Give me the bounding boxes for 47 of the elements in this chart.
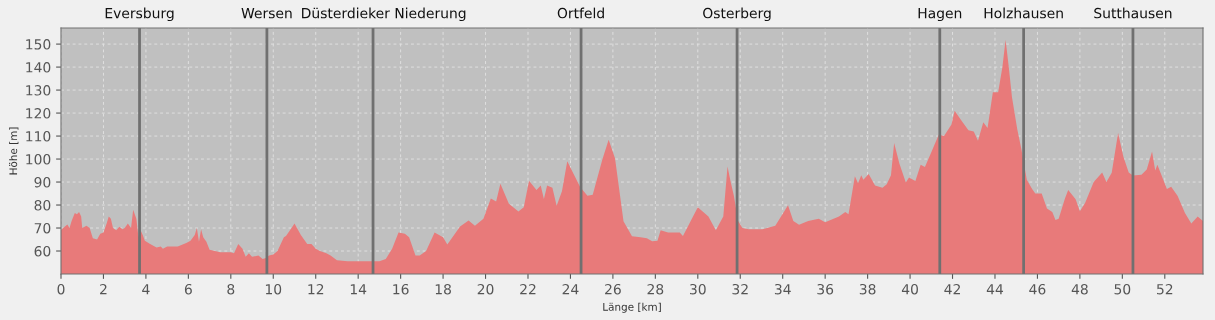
ref-line-label: Eversburg xyxy=(105,7,174,22)
y-tick-label: 90 xyxy=(34,177,51,188)
x-tick-label: 8 xyxy=(227,283,235,295)
x-tick-label: 32 xyxy=(732,283,748,295)
y-tick-label: 110 xyxy=(26,131,51,142)
x-tick-label: 42 xyxy=(944,283,960,295)
x-tick-label: 20 xyxy=(477,283,494,295)
x-tick-label: 48 xyxy=(1071,283,1088,295)
x-tick-label: 16 xyxy=(393,283,409,295)
ref-line-label: Wersen xyxy=(241,8,292,19)
x-tick-label: 6 xyxy=(184,283,192,295)
x-tick-label: 44 xyxy=(986,284,1004,295)
x-tick-label: 18 xyxy=(435,283,451,295)
y-tick-label: 70 xyxy=(34,222,51,234)
ref-line-label: Hagen xyxy=(918,8,962,22)
x-tick-label: 50 xyxy=(1114,283,1131,295)
x-tick-label: 40 xyxy=(901,283,918,295)
x-tick-label: 38 xyxy=(859,283,876,295)
y-axis-title: Höhe [m] xyxy=(9,127,19,175)
y-tick-label: 140 xyxy=(26,62,51,73)
y-tick-label: 120 xyxy=(26,108,51,119)
x-tick-label: 4 xyxy=(142,284,150,295)
y-tick-label: 60 xyxy=(34,245,51,257)
y-tick-label: 80 xyxy=(34,200,51,211)
x-tick-label: 0 xyxy=(57,283,65,295)
x-tick-label: 34 xyxy=(774,283,791,295)
ref-line-label: Osterberg xyxy=(703,7,771,22)
x-tick-label: 14 xyxy=(350,284,367,295)
x-tick-label: 36 xyxy=(817,283,834,295)
ref-line-label: Ortfeld xyxy=(557,7,604,19)
y-tick-label: 100 xyxy=(26,154,51,165)
ref-line-label: Düsterdieker Niederung xyxy=(302,7,466,22)
x-tick-label: 46 xyxy=(1029,283,1046,295)
x-tick-label: 10 xyxy=(265,283,282,295)
x-axis-title: Länge [km] xyxy=(603,302,661,313)
x-tick-label: 24 xyxy=(562,283,579,295)
x-tick-label: 26 xyxy=(605,283,621,295)
ref-line-label: Holzhausen xyxy=(984,7,1063,19)
y-tick-label: 130 xyxy=(26,85,51,96)
x-tick-label: 52 xyxy=(1157,283,1173,295)
x-tick-label: 2 xyxy=(100,283,107,295)
x-tick-label: 12 xyxy=(308,283,324,295)
ref-line-label: Sutthausen xyxy=(1094,7,1172,19)
x-tick-label: 30 xyxy=(690,283,706,295)
x-tick-label: 22 xyxy=(520,283,536,295)
y-tick-label: 150 xyxy=(26,39,51,50)
x-tick-label: 28 xyxy=(647,283,664,295)
